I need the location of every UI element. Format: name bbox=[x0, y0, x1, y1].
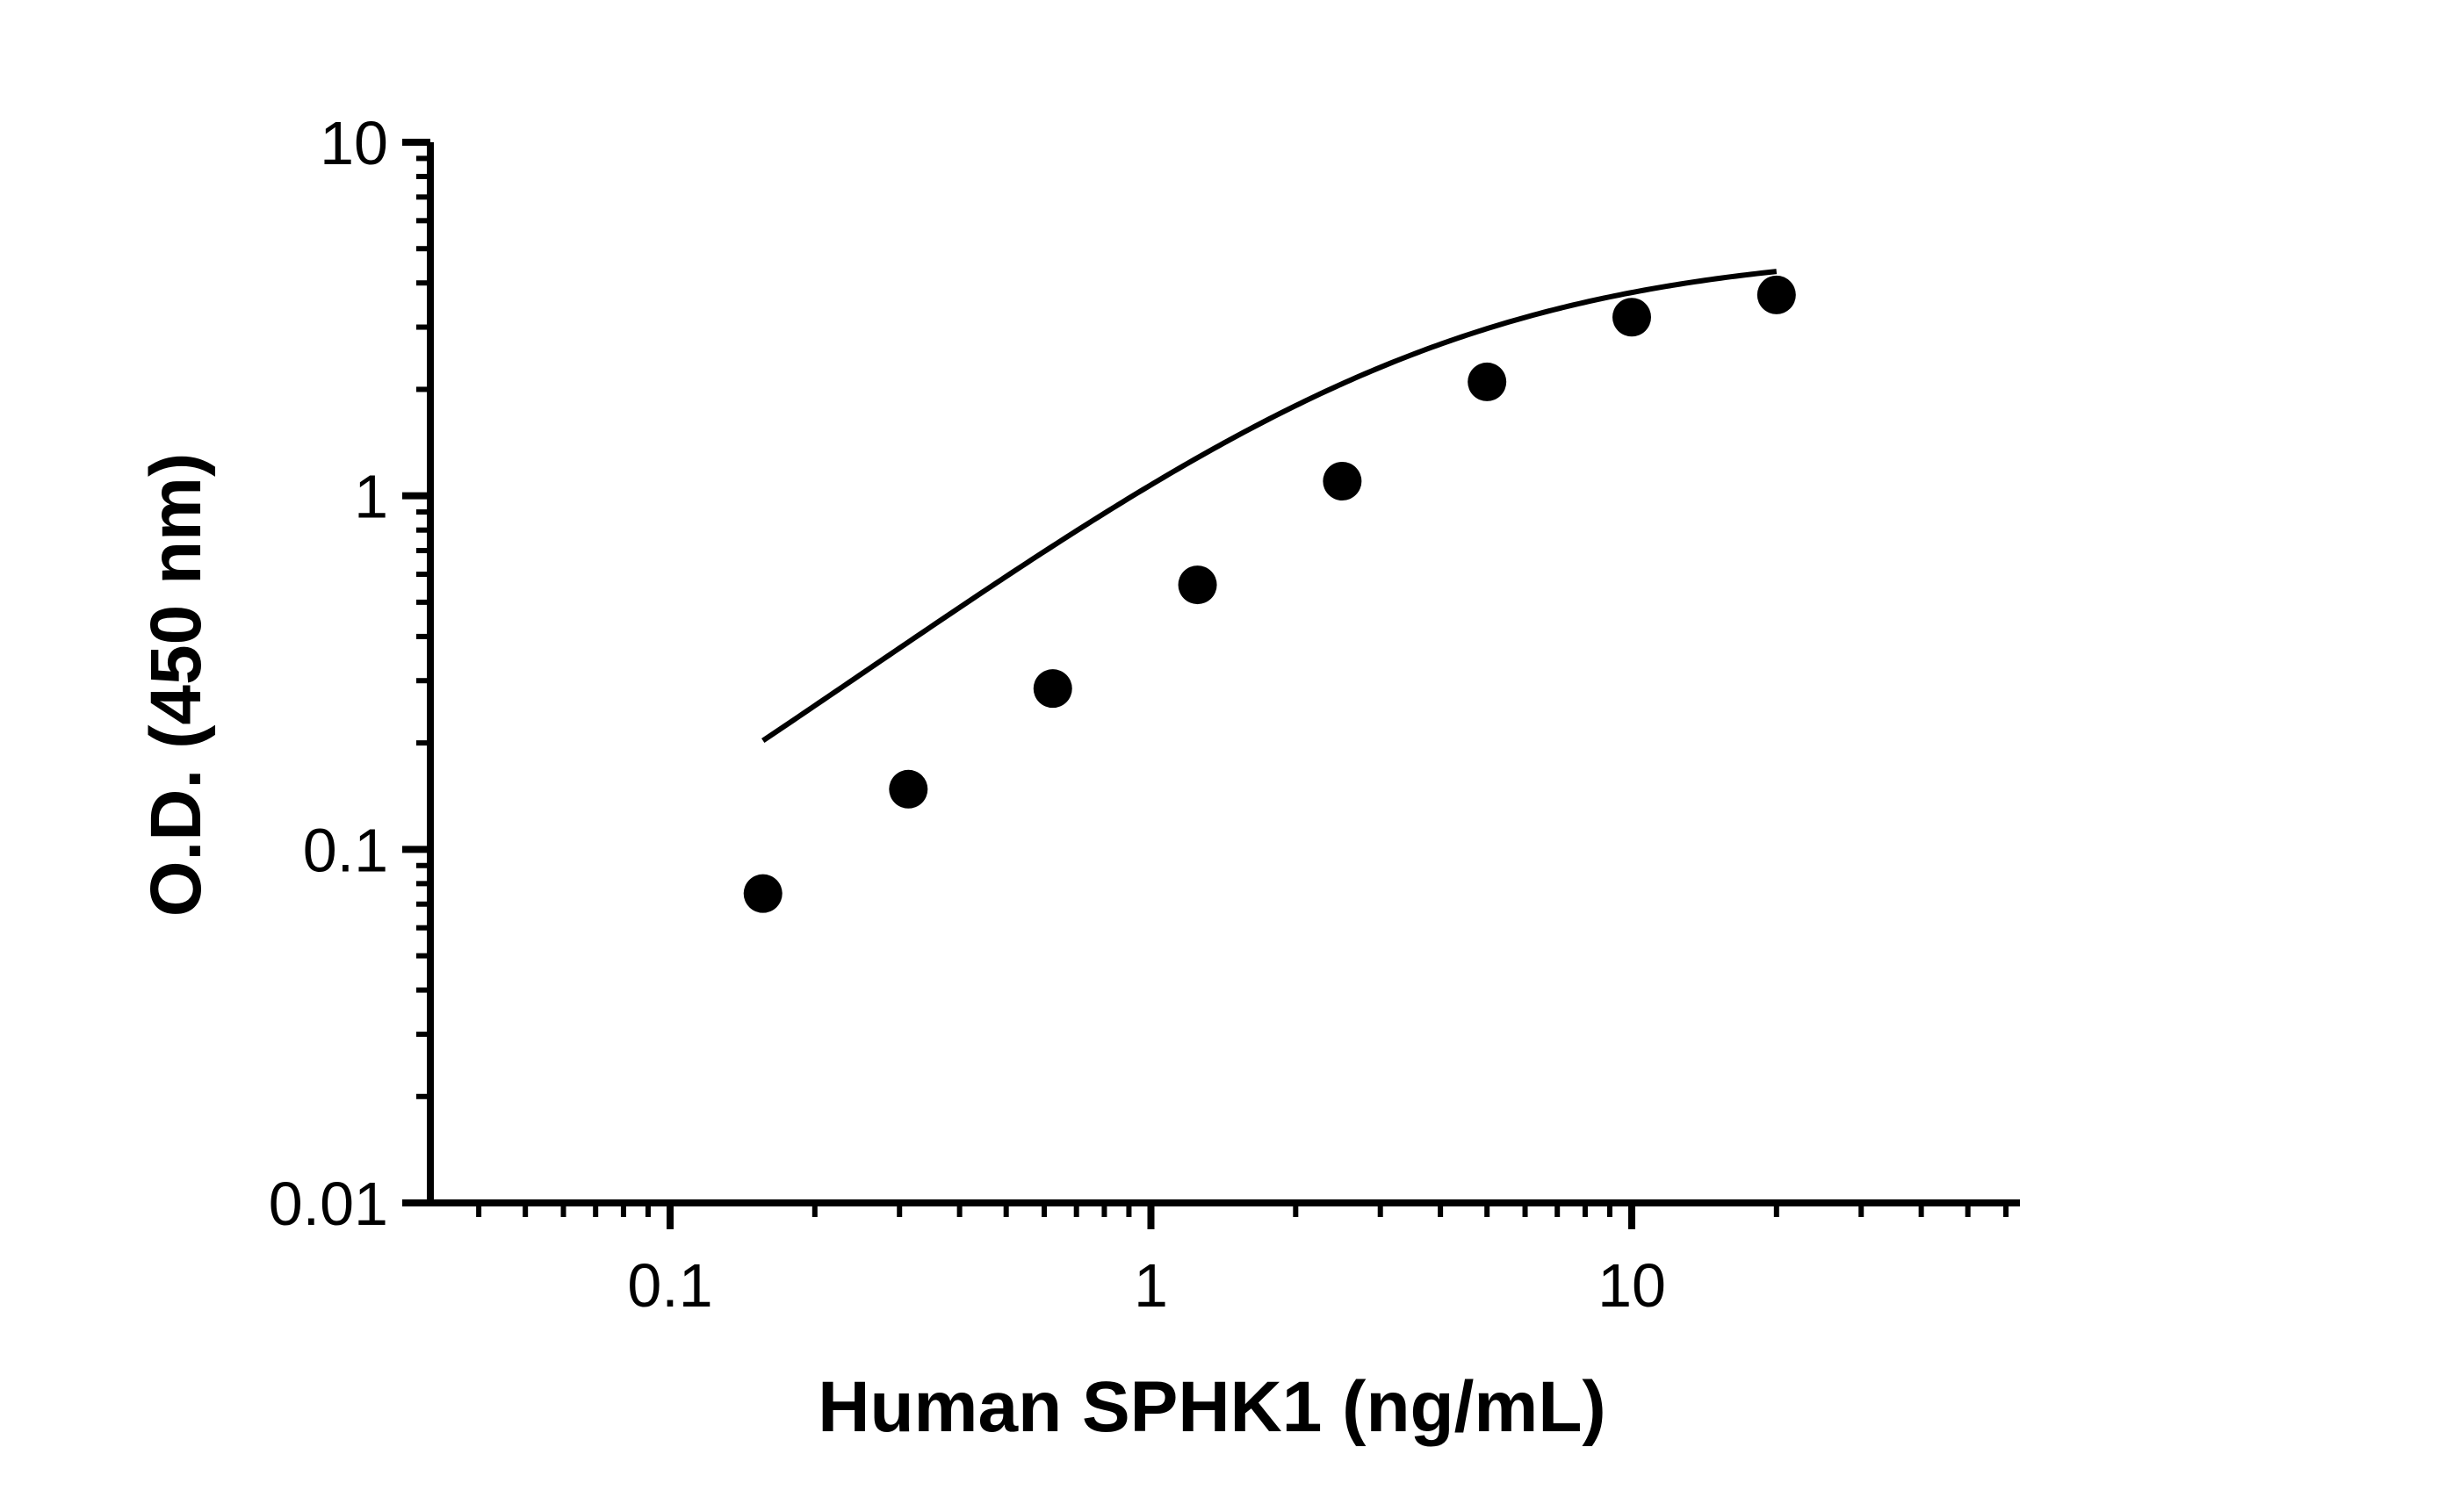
y-tick-label: 0.1 bbox=[303, 816, 388, 884]
data-point bbox=[1323, 461, 1362, 500]
y-tick-label: 1 bbox=[354, 463, 388, 531]
data-point bbox=[743, 874, 783, 913]
x-tick-label: 10 bbox=[1598, 1251, 1666, 1320]
y-axis-title: O.D. (450 nm) bbox=[136, 453, 216, 918]
x-tick-label: 0.1 bbox=[627, 1251, 712, 1320]
data-point bbox=[1178, 565, 1217, 605]
x-tick-label: 1 bbox=[1134, 1251, 1168, 1320]
y-tick-label: 0.01 bbox=[269, 1170, 388, 1238]
data-points-layer bbox=[743, 275, 1796, 913]
y-tick-label: 10 bbox=[320, 109, 388, 177]
x-axis-title: Human SPHK1 (ng/mL) bbox=[818, 1367, 1605, 1447]
tick-labels: 0.01 0.1 1 10 0.1 1 10 bbox=[269, 109, 1666, 1320]
data-point bbox=[889, 769, 928, 809]
data-point bbox=[1756, 275, 1796, 314]
data-point bbox=[1612, 298, 1651, 337]
data-point bbox=[1033, 669, 1072, 709]
fit-curve-layer bbox=[761, 269, 1778, 743]
data-point bbox=[1468, 362, 1507, 401]
fit-curve bbox=[761, 269, 1778, 743]
axes bbox=[402, 139, 2020, 1229]
